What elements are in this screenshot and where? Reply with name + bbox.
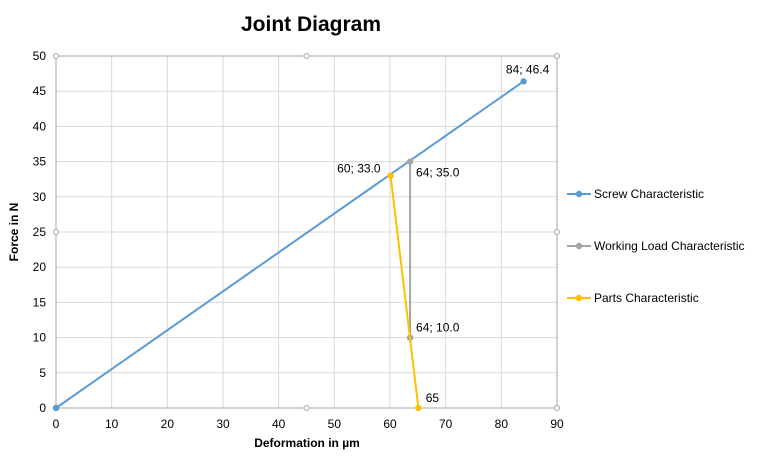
tick-labels: 0 10 20 30 40 50 60 70 80 90 0 5 10 15 20 25 30 35 40 45 50: [33, 49, 564, 431]
selection-handle: [554, 229, 560, 235]
y-tick-label: 0: [39, 401, 46, 415]
y-tick-label: 45: [33, 84, 47, 98]
y-tick-label: 40: [33, 119, 47, 133]
data-labels: 84; 46.4 64; 35.0 64; 10.0 60; 33.0 65: [337, 62, 549, 405]
data-label: 65: [426, 391, 440, 405]
data-label: 60; 33.0: [337, 162, 381, 176]
chart-title: Joint Diagram: [241, 13, 381, 36]
selection-handle: [53, 53, 59, 59]
selection-handle: [554, 405, 560, 411]
x-tick-label: 20: [161, 417, 175, 431]
x-tick-label: 60: [383, 417, 397, 431]
selection-handle: [554, 53, 560, 59]
data-point: [52, 404, 60, 412]
series-line: [55, 80, 525, 409]
selection-handle: [53, 229, 59, 235]
y-tick-label: 10: [33, 331, 47, 345]
selection-handle: [303, 405, 310, 411]
x-tick-label: 50: [328, 417, 342, 431]
legend-marker: [575, 190, 583, 198]
data-point: [387, 172, 394, 179]
legend-marker: [575, 242, 583, 250]
data-label: 84; 46.4: [506, 62, 550, 76]
y-tick-label: 5: [39, 366, 46, 380]
y-tick-label: 35: [33, 155, 47, 169]
data-point: [415, 404, 422, 412]
legend-label: Screw Characteristic: [594, 187, 704, 201]
legend-marker: [575, 294, 583, 302]
x-axis-title: Deformation in µm: [254, 436, 360, 450]
legend: Screw Characteristic Working Load Charact…: [567, 187, 745, 305]
x-tick-label: 10: [105, 417, 119, 431]
legend-label: Working Load Characteristic: [594, 239, 745, 253]
data-label: 64; 35.0: [416, 166, 460, 180]
y-tick-label: 50: [33, 49, 47, 63]
x-tick-label: 0: [53, 417, 60, 431]
y-axis-title: Force in N: [7, 203, 21, 262]
x-tick-label: 40: [272, 417, 286, 431]
x-tick-label: 70: [439, 417, 453, 431]
legend-label: Parts Characteristic: [594, 291, 699, 305]
data-point: [520, 78, 527, 85]
x-tick-label: 30: [216, 417, 230, 431]
x-tick-label: 90: [550, 417, 564, 431]
data-point: [406, 158, 414, 165]
series-line: [389, 175, 420, 409]
y-tick-label: 20: [33, 260, 47, 274]
y-tick-label: 25: [33, 225, 47, 239]
x-tick-label: 80: [495, 417, 509, 431]
series-layer: [52, 78, 527, 412]
data-label: 64; 10.0: [416, 321, 460, 335]
y-tick-label: 30: [33, 190, 47, 204]
y-tick-label: 15: [33, 295, 47, 309]
selection-handle: [303, 53, 310, 59]
